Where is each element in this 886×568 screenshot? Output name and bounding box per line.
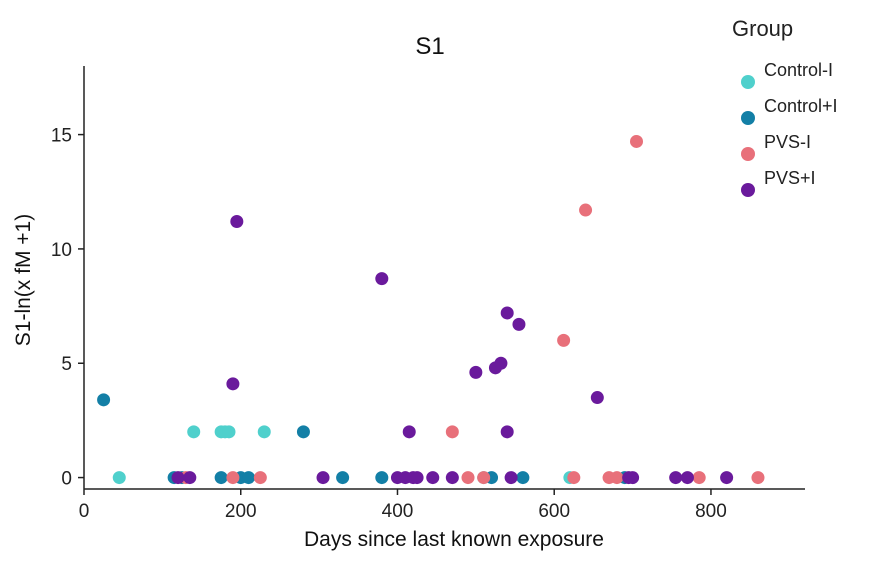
data-point xyxy=(402,425,416,439)
data-point xyxy=(242,471,256,485)
data-point xyxy=(669,471,683,485)
legend-title: Group xyxy=(732,16,793,41)
legend-marker xyxy=(741,111,755,125)
y-tick-label: 15 xyxy=(51,126,72,147)
x-tick-label: 0 xyxy=(79,501,90,522)
data-point xyxy=(500,425,514,439)
legend-label: Control-I xyxy=(764,60,833,80)
data-point xyxy=(171,471,185,485)
data-point xyxy=(296,425,310,439)
data-point xyxy=(751,471,765,485)
data-point xyxy=(692,471,706,485)
legend-label: Control+I xyxy=(764,96,838,116)
data-point xyxy=(610,471,624,485)
legend-marker xyxy=(741,183,755,197)
data-point xyxy=(375,272,389,286)
data-point xyxy=(222,425,236,439)
data-point xyxy=(112,471,126,485)
data-point xyxy=(680,471,694,485)
x-tick-label: 400 xyxy=(382,501,414,522)
data-point xyxy=(445,471,459,485)
data-point xyxy=(469,365,483,379)
data-point xyxy=(426,471,440,485)
data-point xyxy=(626,471,640,485)
y-tick-label: 0 xyxy=(61,469,72,490)
data-point xyxy=(253,471,267,485)
data-point xyxy=(187,425,201,439)
data-point xyxy=(516,471,530,485)
data-point xyxy=(590,391,604,405)
y-ticks: 0 5 10 15 xyxy=(51,126,84,490)
data-point xyxy=(579,203,593,217)
data-point xyxy=(567,471,581,485)
data-point xyxy=(512,317,526,331)
data-point xyxy=(477,471,491,485)
data-point xyxy=(257,425,271,439)
data-point xyxy=(226,377,240,391)
x-axis-title: Days since last known exposure xyxy=(304,528,604,551)
data-point xyxy=(316,471,330,485)
data-point xyxy=(375,471,389,485)
data-point xyxy=(720,471,734,485)
data-point xyxy=(183,471,197,485)
data-point xyxy=(461,471,475,485)
y-axis-title: S1-ln(x fM +1) xyxy=(12,214,35,346)
data-point xyxy=(445,425,459,439)
legend-label: PVS+I xyxy=(764,168,816,188)
legend-marker xyxy=(741,147,755,161)
data-points xyxy=(97,134,765,485)
x-tick-label: 200 xyxy=(225,501,257,522)
plot-area: 0 200 400 600 800 0 5 10 15 xyxy=(51,66,805,522)
x-tick-label: 600 xyxy=(538,501,570,522)
data-point xyxy=(504,471,518,485)
data-point xyxy=(410,471,424,485)
data-point xyxy=(97,393,111,407)
data-point xyxy=(557,333,571,347)
data-point xyxy=(494,356,508,370)
chart-title: S1 xyxy=(415,33,444,60)
legend: Group Control-I Control+I PVS-I PVS+I xyxy=(732,16,838,197)
x-tick-label: 800 xyxy=(695,501,727,522)
legend-marker xyxy=(741,75,755,89)
data-point xyxy=(630,134,644,148)
legend-label: PVS-I xyxy=(764,132,811,152)
y-tick-label: 10 xyxy=(51,240,72,261)
data-point xyxy=(226,471,240,485)
data-point xyxy=(500,306,514,320)
data-point xyxy=(336,471,350,485)
y-tick-label: 5 xyxy=(61,354,72,375)
x-ticks: 0 200 400 600 800 xyxy=(79,489,727,522)
data-point xyxy=(214,471,228,485)
data-point xyxy=(230,214,244,228)
